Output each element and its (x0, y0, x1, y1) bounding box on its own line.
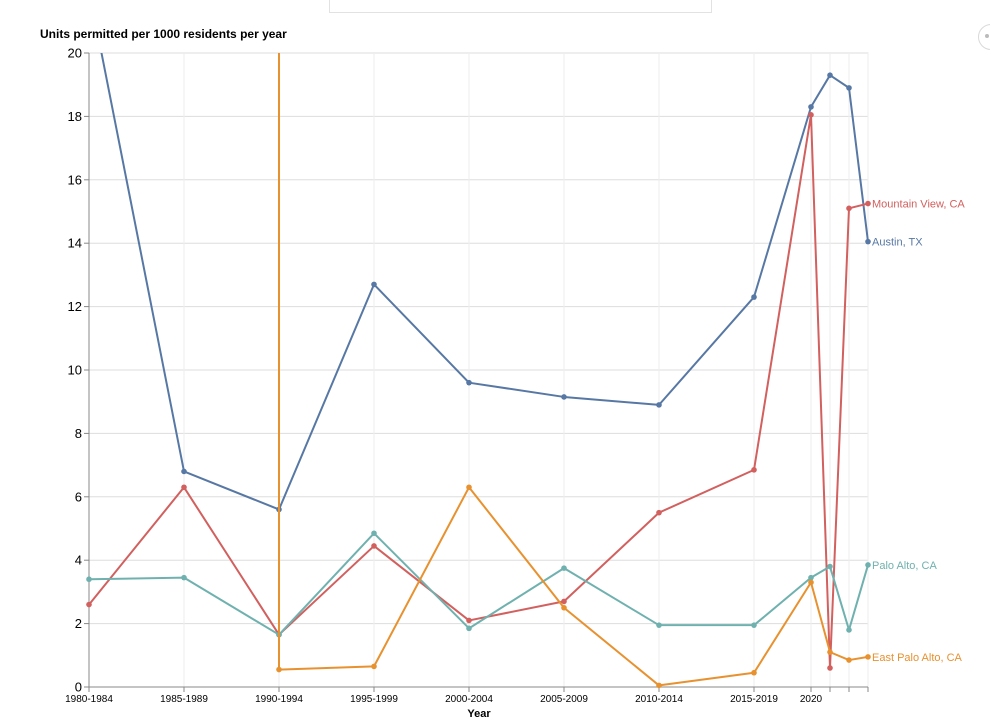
data-point[interactable] (466, 379, 472, 386)
data-point[interactable] (561, 394, 567, 400)
axes: 0 2 4 6 8 10 12 14 16 18 20 1980-1984 1985-1989 1990-… (65, 46, 869, 705)
data-point[interactable] (371, 663, 377, 670)
x-tick-label: 2005-2009 (540, 694, 588, 705)
data-point[interactable] (181, 484, 187, 491)
data-point[interactable] (561, 598, 567, 605)
data-point[interactable] (751, 669, 757, 676)
data-point[interactable] (86, 601, 92, 608)
data-point[interactable] (86, 576, 92, 583)
data-point[interactable] (466, 617, 472, 624)
x-tick-label: 1995-1999 (350, 694, 398, 705)
data-point[interactable] (808, 104, 814, 110)
y-tick-label: 12 (68, 299, 82, 314)
data-point[interactable] (466, 625, 472, 632)
x-tick-label: 2020 (800, 694, 823, 705)
y-tick-label: 18 (68, 109, 82, 124)
data-point[interactable] (656, 402, 662, 408)
y-tick-label: 4 (75, 553, 82, 568)
series-end-label: Mountain View, CA (872, 199, 965, 211)
series-end-label: Austin, TX (872, 237, 923, 249)
data-point[interactable] (808, 574, 814, 581)
series-end-label: Palo Alto, CA (872, 560, 937, 572)
grid-lines (88, 52, 869, 688)
y-tick-label: 8 (75, 426, 82, 441)
data-point[interactable] (865, 562, 871, 568)
y-tick-label: 2 (75, 616, 82, 631)
series-line (100, 53, 869, 511)
data-point[interactable] (371, 530, 377, 537)
data-point[interactable] (656, 509, 662, 516)
data-point[interactable] (827, 665, 833, 671)
series-austin-tx (100, 53, 871, 513)
data-point[interactable] (371, 543, 377, 549)
data-point[interactable] (751, 467, 757, 473)
series-layer (86, 53, 871, 689)
data-point[interactable] (846, 205, 852, 212)
data-point[interactable] (865, 654, 871, 660)
y-tick-label: 14 (68, 236, 82, 251)
x-axis-title: Year (467, 708, 491, 719)
x-tick-label: 1980-1984 (65, 694, 113, 705)
series-east-palo-alto-ca (276, 53, 871, 689)
y-tick-label: 0 (75, 680, 82, 695)
series-line (88, 532, 869, 636)
end-labels: Austin, TX Mountain View, CA Palo Alto, CA… (872, 199, 965, 664)
data-point[interactable] (181, 574, 187, 581)
data-point[interactable] (656, 682, 662, 689)
data-point[interactable] (371, 281, 377, 288)
data-point[interactable] (656, 622, 662, 628)
data-point[interactable] (827, 563, 833, 570)
top-search-box[interactable] (329, 0, 712, 13)
series-line (88, 113, 869, 669)
data-point[interactable] (827, 72, 833, 78)
x-tick-label: 1990-1994 (255, 694, 303, 705)
y-tick-label: 10 (68, 363, 82, 378)
y-tick-label: 16 (68, 172, 82, 187)
data-point[interactable] (846, 85, 852, 91)
data-point[interactable] (846, 627, 852, 633)
data-point[interactable] (561, 565, 567, 571)
y-tick-label: 20 (68, 46, 82, 61)
series-line (278, 486, 869, 687)
data-point[interactable] (466, 484, 472, 491)
x-tick-label: 2015-2019 (730, 694, 778, 705)
series-mountain-view-ca (86, 112, 871, 671)
data-point[interactable] (181, 468, 187, 475)
data-point[interactable] (865, 200, 871, 207)
data-point[interactable] (846, 657, 852, 663)
series-end-label: East Palo Alto, CA (872, 652, 963, 664)
x-tick-label: 2010-2014 (635, 694, 683, 705)
x-tick-label: 2000-2004 (445, 694, 493, 705)
series-palo-alto-ca (86, 530, 871, 638)
x-tick-label: 1985-1989 (160, 694, 208, 705)
data-point[interactable] (827, 649, 833, 655)
data-point[interactable] (808, 579, 814, 586)
data-point[interactable] (561, 604, 567, 611)
data-point[interactable] (808, 112, 814, 118)
data-point[interactable] (276, 666, 282, 673)
data-point[interactable] (751, 622, 757, 628)
data-point[interactable] (865, 238, 871, 245)
chart-title: Units permitted per 1000 residents per y… (40, 27, 287, 41)
data-point[interactable] (751, 294, 757, 300)
y-tick-label: 6 (75, 489, 82, 504)
